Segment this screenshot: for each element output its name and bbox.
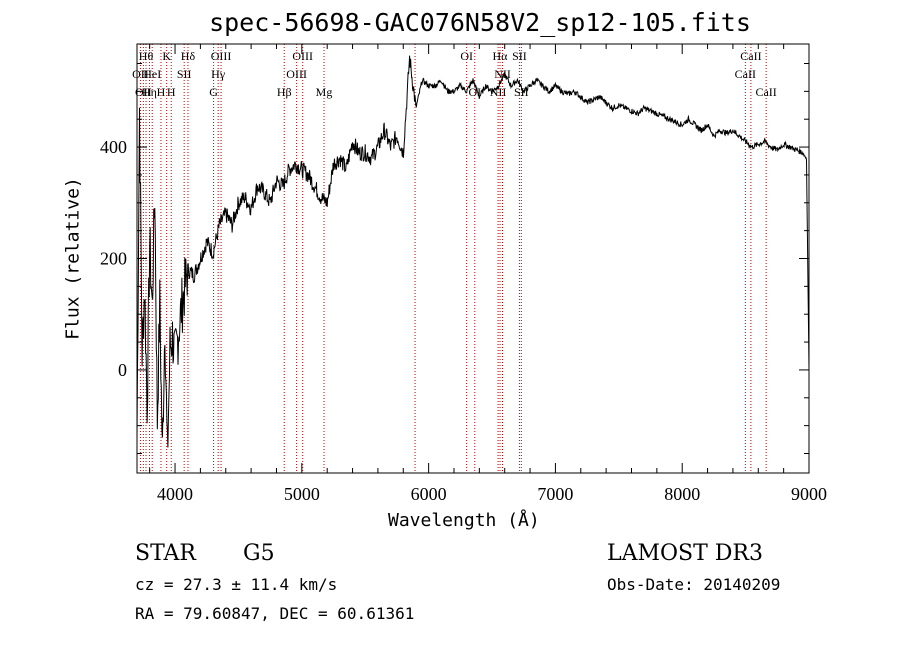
spectrum-series-layer (136, 55, 810, 448)
coordinates: RA = 79.60847, DEC = 60.61361 (135, 604, 415, 623)
x-tick-label: 4000 (157, 484, 193, 504)
object-subclass: G5 (243, 541, 275, 566)
spectral-line-label: SII (512, 49, 527, 63)
spectral-line-label: NII (490, 85, 507, 99)
spectral-line-label: OIII (292, 49, 313, 63)
spectral-line-label: Hδ (181, 49, 196, 63)
spectral-line-label: CaII (755, 85, 776, 99)
spectral-line-label: CaII (740, 49, 761, 63)
spectral-line-label: CaII (735, 67, 756, 81)
spectral-line-label: OI (460, 49, 473, 63)
spectral-line-label: H (157, 85, 166, 99)
spectral-line-label: Hη (142, 85, 157, 99)
plot-frame (136, 43, 810, 474)
chart-title: spec-56698-GAC076N58V2_sp12-105.fits (209, 8, 751, 37)
object-class: STAR (135, 541, 196, 566)
spectral-line-label: Hγ (211, 67, 226, 81)
redshift-velocity: cz = 27.3 ± 11.4 km/s (135, 575, 338, 594)
observation-date: Obs-Date: 20140209 (607, 575, 781, 594)
spectral-line-label: SII (177, 67, 192, 81)
survey-name: LAMOST DR3 (607, 541, 763, 566)
spectral-line-label: SII (514, 85, 529, 99)
axes-layer: 4000 5000 6000 7000 8000 9000 0 200 400 (100, 44, 827, 504)
spectral-line-label: K (162, 49, 171, 63)
spectral-line-label: OII (135, 85, 152, 99)
x-tick-label: 9000 (791, 484, 827, 504)
spectral-line-label: Hβ (277, 85, 292, 99)
y-tick-label: 200 (100, 249, 127, 269)
x-axis-label: Wavelength (Å) (388, 510, 540, 531)
spectral-lines-layer (139, 44, 767, 473)
spectrum-line (136, 55, 810, 448)
spectral-line-label: H (167, 85, 176, 99)
spectral-line-label: Mg (316, 85, 333, 99)
spectral-line-label: G (209, 85, 218, 99)
spectral-line-label: OIII (286, 67, 307, 81)
x-tick-label: 8000 (664, 484, 700, 504)
x-tick-label: 7000 (537, 484, 573, 504)
x-tick-label: 5000 (284, 484, 320, 504)
spectral-line-label: OIII (211, 49, 232, 63)
spectral-line-label: Hθ (139, 49, 154, 63)
spectral-line-label: HeI (143, 67, 161, 81)
spectral-line-label: OI (468, 85, 481, 99)
spectral-line-label: Hα (493, 49, 509, 63)
y-tick-label: 0 (118, 360, 127, 380)
y-tick-label: 400 (100, 137, 127, 157)
spectral-line-label: NII (494, 67, 511, 81)
line-labels-layer: OIIOIIHθHηHeIHKHSIIHδGHγOIIIHβOIIIOIIIMg… (132, 49, 777, 99)
y-axis-label: Flux (relative) (62, 177, 84, 340)
x-tick-label: 6000 (411, 484, 447, 504)
spectral-line-label: OII (132, 67, 149, 81)
